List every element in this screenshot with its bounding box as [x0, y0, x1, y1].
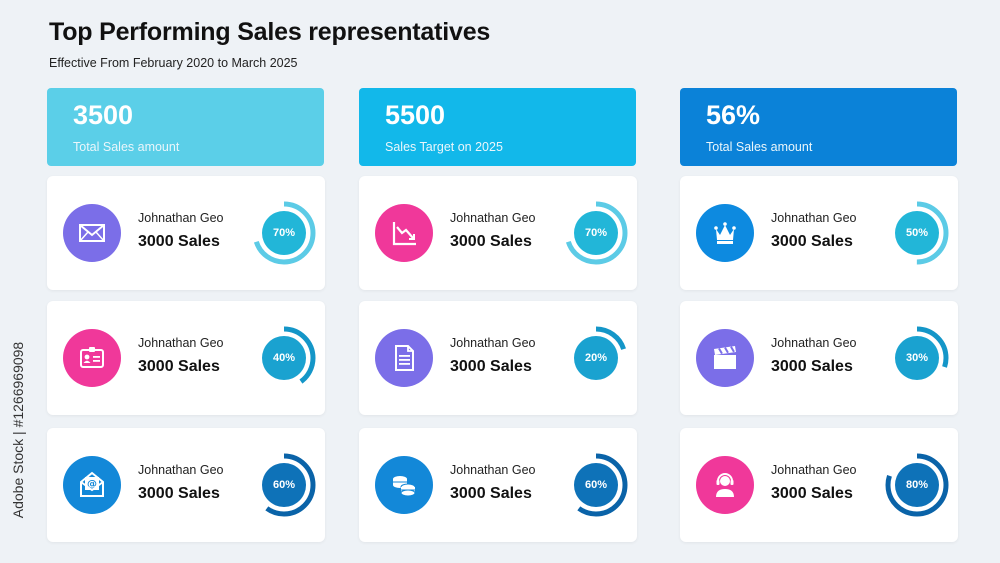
progress-percent: 20%	[584, 352, 608, 364]
progress-center	[262, 336, 306, 380]
progress-donut: 60%	[251, 452, 317, 518]
progress-donut: 80%	[884, 452, 950, 518]
kpi-sales-target: 5500 Sales Target on 2025	[359, 88, 636, 166]
page-title: Top Performing Sales representatives	[49, 18, 491, 46]
watermark: Adobe Stock | #1266969098	[8, 310, 28, 550]
progress-arc	[564, 453, 628, 517]
progress-donut: 70%	[563, 200, 629, 266]
rep-name: Johnathan Geo	[138, 336, 224, 350]
rep-card: Johnathan Geo 3000 Sales 70%	[359, 176, 637, 290]
progress-center	[895, 211, 939, 255]
progress-donut: 50%	[884, 200, 950, 266]
rep-name: Johnathan Geo	[771, 463, 857, 477]
rep-name: Johnathan Geo	[138, 463, 224, 477]
progress-center	[262, 211, 306, 255]
progress-percent: 60%	[584, 479, 608, 491]
kpi-value: 3500	[73, 100, 134, 130]
kpi-value: 5500	[385, 100, 446, 130]
rep-card: Johnathan Geo 3000 Sales 80%	[680, 428, 958, 542]
kpi-label: Sales Target on 2025	[385, 140, 503, 154]
rep-sales: 3000 Sales	[771, 485, 853, 502]
progress-center	[574, 211, 618, 255]
progress-arc	[564, 201, 628, 265]
kpi-value: 56%	[706, 100, 761, 130]
watermark-text: Adobe Stock | #1266969098	[10, 341, 26, 519]
progress-donut: 30%	[884, 325, 950, 391]
progress-percent: 40%	[272, 352, 296, 364]
rep-sales: 3000 Sales	[771, 233, 853, 250]
rep-card: @ Johnathan Geo 3000 Sales 60%	[47, 428, 325, 542]
progress-percent: 50%	[905, 227, 929, 239]
rep-sales: 3000 Sales	[450, 485, 532, 502]
document-icon	[375, 329, 433, 387]
progress-percent: 80%	[905, 479, 929, 491]
rep-card: Johnathan Geo 3000 Sales 70%	[47, 176, 325, 290]
progress-percent: 60%	[272, 479, 296, 491]
kpi-total-percent: 56% Total Sales amount	[680, 88, 957, 166]
id-card-icon	[63, 329, 121, 387]
support-agent-icon	[696, 456, 754, 514]
rep-sales: 3000 Sales	[138, 358, 220, 375]
progress-arc	[885, 201, 949, 265]
rep-card: Johnathan Geo 3000 Sales 40%	[47, 301, 325, 415]
rep-name: Johnathan Geo	[138, 211, 224, 225]
rep-sales: 3000 Sales	[450, 358, 532, 375]
crown-icon	[696, 204, 754, 262]
svg-text:@: @	[87, 479, 97, 490]
progress-donut: 20%	[563, 325, 629, 391]
chart-down-icon	[375, 204, 433, 262]
rep-name: Johnathan Geo	[771, 211, 857, 225]
clapperboard-icon	[696, 329, 754, 387]
rep-name: Johnathan Geo	[450, 336, 536, 350]
envelope-icon	[63, 204, 121, 262]
page-subtitle: Effective From February 2020 to March 20…	[49, 56, 298, 70]
progress-center	[895, 336, 939, 380]
rep-card: Johnathan Geo 3000 Sales 50%	[680, 176, 958, 290]
kpi-total-sales: 3500 Total Sales amount	[47, 88, 324, 166]
progress-donut: 40%	[251, 325, 317, 391]
rep-sales: 3000 Sales	[138, 485, 220, 502]
progress-arc	[564, 326, 628, 390]
rep-card: Johnathan Geo 3000 Sales 20%	[359, 301, 637, 415]
rep-card: Johnathan Geo 3000 Sales 30%	[680, 301, 958, 415]
rep-name: Johnathan Geo	[450, 463, 536, 477]
rep-sales: 3000 Sales	[450, 233, 532, 250]
progress-arc	[252, 453, 316, 517]
progress-arc	[252, 201, 316, 265]
rep-name: Johnathan Geo	[450, 211, 536, 225]
progress-percent: 70%	[584, 227, 608, 239]
progress-center	[895, 463, 939, 507]
coins-icon	[375, 456, 433, 514]
progress-center	[574, 336, 618, 380]
rep-name: Johnathan Geo	[771, 336, 857, 350]
rep-card: Johnathan Geo 3000 Sales 60%	[359, 428, 637, 542]
progress-percent: 70%	[272, 227, 296, 239]
progress-arc	[885, 326, 949, 390]
progress-arc	[885, 453, 949, 517]
kpi-label: Total Sales amount	[73, 140, 180, 154]
email-open-icon: @	[63, 456, 121, 514]
rep-sales: 3000 Sales	[138, 233, 220, 250]
progress-arc	[252, 326, 316, 390]
kpi-label: Total Sales amount	[706, 140, 813, 154]
progress-percent: 30%	[905, 352, 929, 364]
rep-sales: 3000 Sales	[771, 358, 853, 375]
progress-donut: 60%	[563, 452, 629, 518]
progress-donut: 70%	[251, 200, 317, 266]
progress-center	[262, 463, 306, 507]
progress-center	[574, 463, 618, 507]
